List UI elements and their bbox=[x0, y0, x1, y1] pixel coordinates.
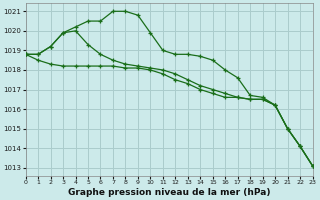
X-axis label: Graphe pression niveau de la mer (hPa): Graphe pression niveau de la mer (hPa) bbox=[68, 188, 270, 197]
